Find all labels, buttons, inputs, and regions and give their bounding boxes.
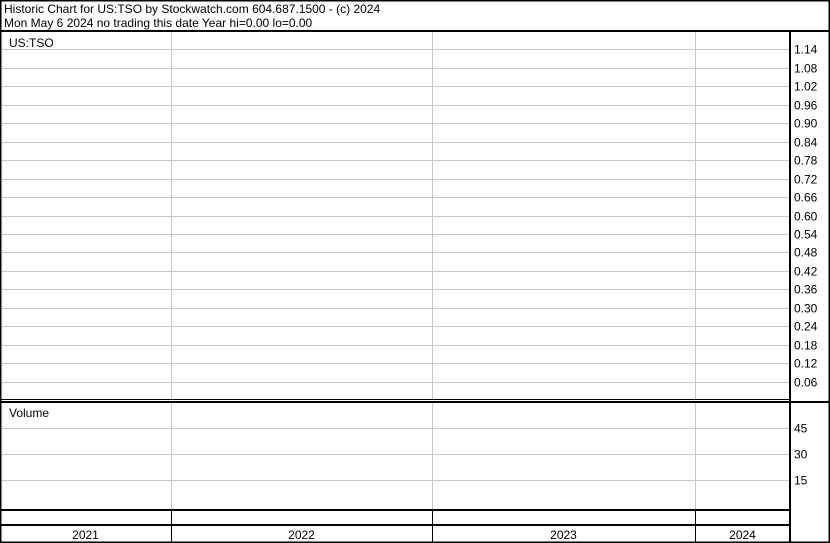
price-tick-label: 0.24	[794, 320, 818, 334]
year-label: 2023	[550, 528, 577, 542]
price-tick-label: 0.42	[794, 265, 818, 279]
price-tick-label: 0.54	[794, 228, 818, 242]
price-panel-label: US:TSO	[9, 36, 54, 50]
volume-tick-label: 30	[794, 448, 808, 462]
price-tick-label: 0.30	[794, 302, 818, 316]
volume-panel-label: Volume	[9, 406, 49, 420]
price-tick-label: 0.18	[794, 339, 818, 353]
price-tick-label: 0.96	[794, 99, 818, 113]
price-tick-label: 0.66	[794, 191, 818, 205]
status-line: Mon May 6 2024 no trading this date Year…	[4, 16, 313, 30]
price-tick-label: 0.12	[794, 357, 818, 371]
price-tick-label: 1.08	[794, 62, 818, 76]
price-tick-label: 0.06	[794, 376, 818, 390]
price-tick-label: 1.02	[794, 80, 818, 94]
volume-tick-label: 45	[794, 422, 808, 436]
chart-title: Historic Chart for US:TSO by Stockwatch.…	[4, 2, 380, 16]
year-label: 2021	[72, 528, 99, 542]
price-tick-label: 1.14	[794, 43, 818, 57]
price-tick-label: 0.84	[794, 136, 818, 150]
price-tick-label: 0.36	[794, 283, 818, 297]
price-tick-label: 0.78	[794, 154, 818, 168]
price-tick-label: 0.90	[794, 117, 818, 131]
volume-tick-label: 15	[794, 474, 808, 488]
year-label: 2022	[288, 528, 315, 542]
price-tick-label: 0.48	[794, 246, 818, 260]
price-tick-label: 0.60	[794, 210, 818, 224]
year-label: 2024	[729, 528, 756, 542]
price-tick-label: 0.72	[794, 173, 818, 187]
